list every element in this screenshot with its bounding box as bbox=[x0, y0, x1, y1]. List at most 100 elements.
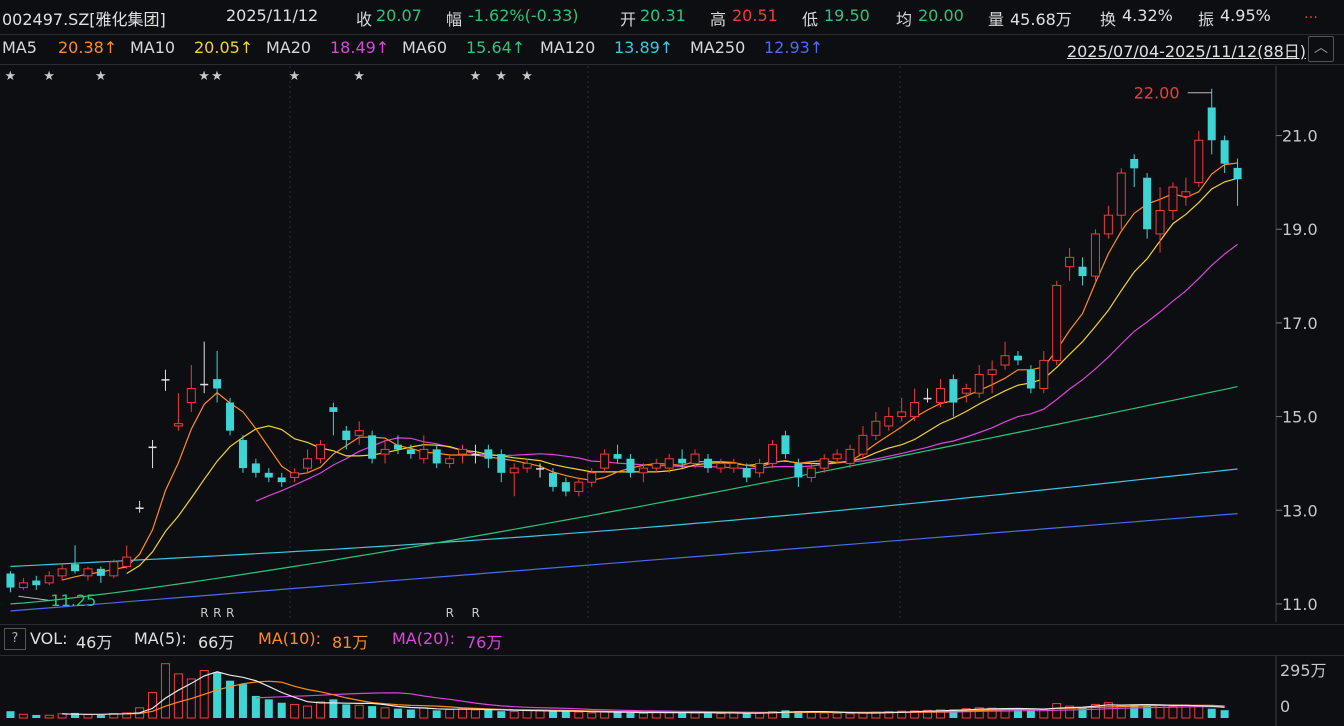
avg-value: 20.00 bbox=[918, 6, 964, 25]
ma20-value: 18.49↑ bbox=[330, 38, 390, 57]
candle-body bbox=[1181, 191, 1191, 197]
ma10-line bbox=[126, 177, 1238, 575]
candle-body bbox=[1013, 355, 1022, 361]
event-star-icon: ★ bbox=[43, 69, 55, 84]
candle-body bbox=[987, 369, 997, 375]
candle-body bbox=[277, 477, 286, 483]
volume-bar bbox=[18, 713, 28, 719]
candle-body bbox=[226, 402, 235, 431]
candle-body bbox=[96, 568, 105, 576]
volume-bar bbox=[574, 711, 584, 719]
stock-code[interactable]: 002497.SZ[雅化集团] bbox=[2, 10, 166, 29]
candle-body bbox=[135, 507, 144, 509]
volume-bar bbox=[858, 712, 868, 719]
volume-bar bbox=[173, 673, 183, 719]
volume-bar bbox=[987, 707, 997, 719]
candle-body bbox=[651, 462, 661, 469]
candle-body bbox=[238, 440, 247, 469]
volume-bar bbox=[96, 714, 105, 718]
candle-body bbox=[509, 467, 519, 474]
candle-body bbox=[781, 435, 790, 455]
candle-body bbox=[1000, 355, 1010, 366]
volume-bar bbox=[935, 709, 945, 719]
volume-bar bbox=[393, 708, 402, 718]
candle-body bbox=[161, 379, 170, 381]
high-label: 高 bbox=[710, 10, 727, 29]
candle-body bbox=[638, 467, 648, 474]
candle-body bbox=[1078, 266, 1087, 277]
volume-bar bbox=[1078, 706, 1087, 718]
event-star-icon: ★ bbox=[521, 69, 533, 84]
candle-body bbox=[871, 420, 881, 436]
volume-bar bbox=[897, 710, 907, 719]
vol-ma20-line bbox=[255, 692, 1225, 714]
y-tick-label: 13.0 bbox=[1282, 501, 1318, 520]
volume-bar bbox=[613, 712, 622, 718]
candle-body bbox=[315, 444, 325, 460]
volume-bar bbox=[561, 711, 570, 718]
candle-body bbox=[290, 472, 300, 478]
candle-body bbox=[1143, 177, 1152, 230]
rights-mark: R bbox=[471, 606, 479, 620]
rights-mark: R bbox=[213, 606, 221, 620]
turnover-label: 换 bbox=[1100, 10, 1117, 29]
rights-mark: R bbox=[446, 606, 454, 620]
volume-bar bbox=[497, 711, 506, 718]
candle-body bbox=[1065, 256, 1075, 268]
ma250-value: 12.93↑ bbox=[764, 38, 824, 57]
candle-body bbox=[806, 467, 816, 478]
candle-body bbox=[832, 453, 842, 460]
volume-tick-label: 295万 bbox=[1280, 661, 1327, 680]
volume-bar bbox=[303, 705, 313, 719]
volume-bar bbox=[1026, 709, 1035, 718]
rights-mark: R bbox=[226, 606, 234, 620]
candle-body bbox=[57, 568, 67, 577]
turnover-value: 4.32% bbox=[1122, 6, 1173, 25]
ma20-label: MA20 bbox=[266, 38, 312, 57]
candle-body bbox=[1207, 107, 1216, 141]
candle-body bbox=[819, 458, 829, 469]
candle-body bbox=[961, 387, 971, 394]
candle-body bbox=[380, 448, 390, 455]
volume-bar bbox=[509, 711, 519, 719]
volume-bar bbox=[342, 704, 351, 718]
candle-body bbox=[406, 449, 415, 455]
candle-body bbox=[678, 458, 687, 464]
volume-bar bbox=[768, 711, 778, 719]
volume-bar bbox=[1207, 708, 1216, 718]
volume-bar bbox=[445, 709, 455, 719]
volume-bar bbox=[548, 711, 557, 718]
chevron-up-icon[interactable]: ︿ bbox=[1308, 36, 1334, 62]
candle-body bbox=[536, 468, 545, 470]
change-label: 幅 bbox=[446, 10, 463, 29]
more-menu-icon[interactable]: … bbox=[1304, 6, 1318, 22]
event-star-icon: ★ bbox=[95, 69, 107, 84]
volume-bar bbox=[923, 709, 933, 719]
volume-bar bbox=[638, 712, 648, 719]
ma5-value: 20.38↑ bbox=[58, 38, 118, 57]
candle-body bbox=[884, 416, 894, 427]
event-star-icon: ★ bbox=[198, 69, 210, 84]
volume-bar bbox=[1168, 705, 1178, 719]
volume-bar bbox=[949, 709, 958, 718]
ma60-value: 15.64↑ bbox=[466, 38, 526, 57]
candle-body bbox=[755, 462, 765, 474]
volume-bar bbox=[729, 712, 739, 719]
event-star-icon: ★ bbox=[495, 69, 507, 84]
volume-bar bbox=[44, 714, 54, 719]
volume-bar bbox=[277, 702, 286, 718]
vol-label: VOL: bbox=[30, 629, 68, 648]
volume-bar bbox=[832, 712, 842, 719]
date-range-selector[interactable]: 2025/07/04-2025/11/12(88日) bbox=[1066, 42, 1306, 61]
ma250-line bbox=[10, 513, 1238, 612]
volume-bar bbox=[251, 695, 260, 718]
candle-body bbox=[109, 561, 119, 577]
vol-ma5-line bbox=[62, 671, 1225, 715]
question-icon[interactable]: ? bbox=[4, 628, 26, 650]
candle-body bbox=[1090, 233, 1100, 277]
close-label: 收 bbox=[356, 10, 373, 29]
ma120-value: 13.89↑ bbox=[614, 38, 674, 57]
open-value: 20.31 bbox=[640, 6, 686, 25]
candle-body bbox=[1052, 284, 1062, 361]
